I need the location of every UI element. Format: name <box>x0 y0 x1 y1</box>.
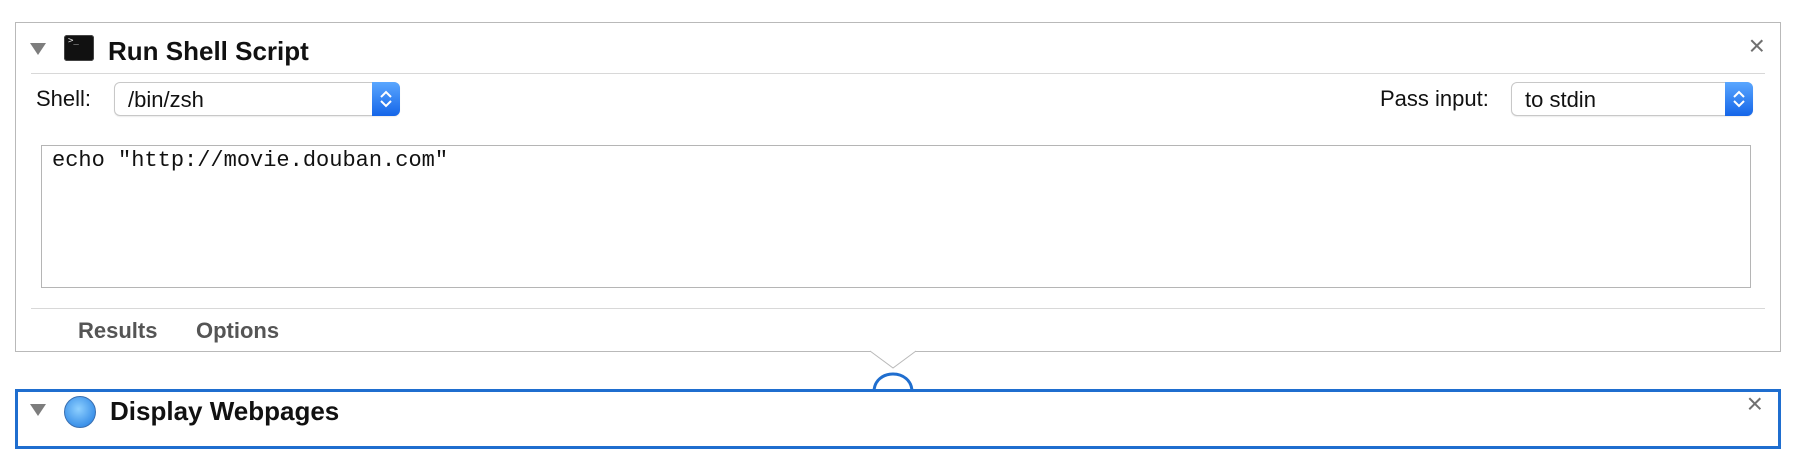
chevron-updown-icon <box>1725 82 1753 116</box>
shell-label: Shell: <box>36 86 92 111</box>
tab-options[interactable]: Options <box>196 318 280 343</box>
close-action-button[interactable]: × <box>1746 388 1763 419</box>
safari-icon <box>64 396 96 428</box>
terminal-icon: >_ <box>64 35 94 61</box>
action-title: Display Webpages <box>110 396 340 426</box>
script-text: echo "http://movie.douban.com" <box>52 148 449 173</box>
pass-input-label: Pass input: <box>1380 86 1489 111</box>
tab-results[interactable]: Results <box>78 318 158 343</box>
script-editor[interactable]: echo "http://movie.douban.com" <box>41 145 1751 288</box>
chevron-updown-icon <box>372 82 400 116</box>
footer-divider <box>31 308 1765 309</box>
disclosure-triangle-icon[interactable] <box>30 404 46 416</box>
action-connector <box>869 350 917 392</box>
disclosure-triangle-icon[interactable] <box>30 43 46 55</box>
display-webpages-action: Display Webpages × <box>15 389 1781 449</box>
shell-select-value: /bin/zsh <box>128 87 204 112</box>
close-action-button[interactable]: × <box>1748 30 1765 61</box>
pass-input-select-value: to stdin <box>1525 87 1596 112</box>
shell-select[interactable]: /bin/zsh <box>114 82 400 116</box>
action-title: Run Shell Script <box>108 36 309 66</box>
header-divider <box>31 73 1765 74</box>
pass-input-select[interactable]: to stdin <box>1511 82 1753 116</box>
run-shell-script-action: >_ Run Shell Script × Shell: /bin/zsh Pa… <box>15 22 1781 352</box>
